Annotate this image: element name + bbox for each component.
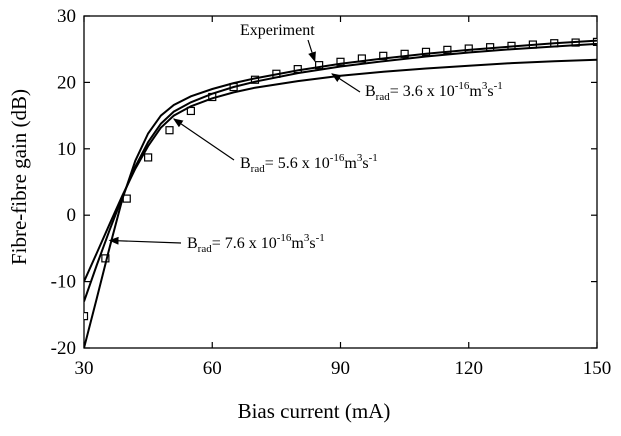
y-tick-label: 0 <box>67 205 77 226</box>
y-axis-title: Fibre-fibre gain (dB) <box>7 89 31 265</box>
data-point <box>315 61 324 70</box>
label-base: B <box>240 155 251 172</box>
label-unit: m <box>291 235 304 252</box>
annotation-b56: Brad= 5.6 x 10-16m3s-1 <box>172 118 378 175</box>
y-tick-label: 10 <box>57 139 76 160</box>
series-markers-0 <box>84 37 597 321</box>
data-point <box>144 153 153 162</box>
label-unit2: s <box>362 155 368 172</box>
label-unit2-exp: -1 <box>369 152 378 164</box>
label-base: B <box>365 83 376 100</box>
label-unit: m <box>469 83 482 100</box>
x-tick-label: 60 <box>203 358 222 379</box>
data-point <box>336 57 345 66</box>
label-unit-exp: 3 <box>357 152 363 164</box>
y-tick-label: 30 <box>57 6 76 27</box>
label-unit-exp: 3 <box>304 232 310 244</box>
series-layer <box>84 37 597 348</box>
annotation-label: Brad= 5.6 x 10-16m3s-1 <box>240 152 378 175</box>
label-unit2-exp: -1 <box>316 232 325 244</box>
label-sub: rad <box>376 91 391 103</box>
label-unit2-exp: -1 <box>494 80 503 92</box>
annotation-b36: Brad= 3.6 x 10-16m3s-1 <box>331 73 503 103</box>
series-line-3 <box>84 39 597 348</box>
annotation-label: Experiment <box>240 22 315 39</box>
label-text: = 3.6 x 10 <box>390 83 455 100</box>
data-point <box>592 37 597 46</box>
annotation-arrow <box>307 39 316 63</box>
label-exp: -16 <box>330 152 345 164</box>
data-point <box>186 106 195 116</box>
label-base: B <box>187 235 198 252</box>
label-text: = 5.6 x 10 <box>265 155 330 172</box>
series-line-2 <box>84 42 597 302</box>
y-tick-label: -20 <box>51 338 76 359</box>
x-tick-label: 120 <box>455 358 484 379</box>
x-tick-label: 150 <box>583 358 612 379</box>
label-sub: rad <box>198 243 213 255</box>
label-text: = 7.6 x 10 <box>212 235 277 252</box>
x-axis-title: Bias current (mA) <box>238 399 391 423</box>
label-exp: -16 <box>277 232 292 244</box>
axes: 30 60 90 120 150 -20 -10 0 10 20 30 <box>51 6 612 379</box>
annotation-arrow <box>172 118 235 161</box>
annotation-label: Brad= 3.6 x 10-16m3s-1 <box>365 80 503 103</box>
annotation-arrow <box>108 236 182 245</box>
label-unit-exp: 3 <box>482 80 488 92</box>
x-tick-label: 90 <box>331 358 350 379</box>
data-point <box>443 45 452 54</box>
label-unit2: s <box>309 235 315 252</box>
label-unit: m <box>344 155 357 172</box>
annotation-label: Brad= 7.6 x 10-16m3s-1 <box>187 232 325 255</box>
data-point <box>400 49 409 58</box>
data-point <box>84 312 89 321</box>
label-sub: rad <box>251 163 266 175</box>
label-unit2: s <box>487 83 493 100</box>
y-tick-label: -10 <box>51 272 76 293</box>
label-exp: -16 <box>455 80 470 92</box>
y-tick-label: 20 <box>57 72 76 93</box>
data-point <box>421 47 431 56</box>
annotation-experiment: Experiment <box>240 22 316 63</box>
x-tick-label: 30 <box>75 358 94 379</box>
annotation-arrow <box>331 73 361 93</box>
annotation-b76: Brad= 7.6 x 10-16m3s-1 <box>108 232 325 255</box>
data-point <box>165 126 174 135</box>
series-line-1 <box>84 58 597 283</box>
